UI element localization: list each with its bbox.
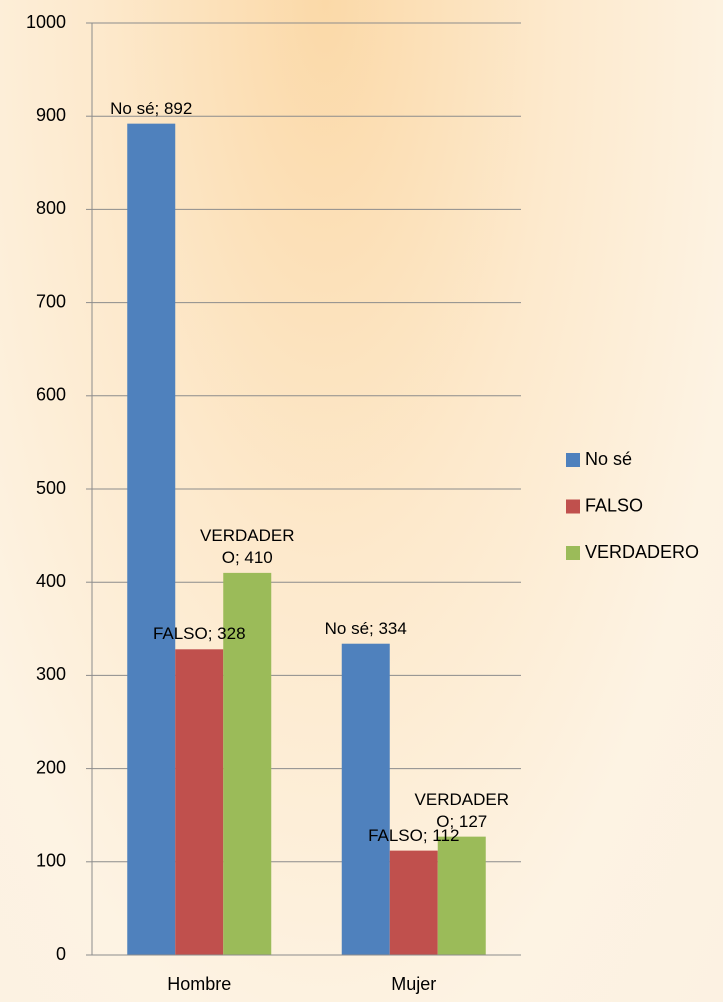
bar	[127, 124, 175, 955]
y-tick-label: 300	[36, 664, 66, 684]
x-tick-label: Hombre	[167, 974, 231, 994]
legend-label: VERDADERO	[585, 542, 699, 562]
bar	[175, 649, 223, 955]
y-tick-label: 500	[36, 478, 66, 498]
bar	[438, 837, 486, 955]
y-tick-label: 100	[36, 851, 66, 871]
y-tick-label: 700	[36, 291, 66, 311]
legend-swatch	[566, 500, 580, 514]
legend-label: FALSO	[585, 495, 643, 515]
bar	[342, 644, 390, 955]
x-tick-label: Mujer	[391, 974, 436, 994]
legend-swatch	[566, 546, 580, 560]
y-tick-label: 400	[36, 571, 66, 591]
chart: 0 100 200 300 400 500 600 700 800 900 1000 Hombre Mu…	[0, 0, 723, 1002]
data-label: FALSO; 328	[149, 623, 249, 645]
legend-swatch	[566, 453, 580, 467]
page: 0 100 200 300 400 500 600 700 800 900 1000 Hombre Mu…	[0, 0, 723, 1002]
data-label: VERDADERO; 127	[412, 789, 512, 833]
data-label: VERDADERO; 410	[197, 525, 297, 569]
y-tick-label: 200	[36, 757, 66, 777]
bar	[390, 851, 438, 955]
legend-label: No sé	[585, 449, 632, 469]
y-tick-label: 800	[36, 198, 66, 218]
y-tick-label: 900	[36, 105, 66, 125]
y-tick-label: 600	[36, 385, 66, 405]
y-tick-label: 1000	[26, 12, 66, 32]
data-label: No sé; 334	[316, 618, 416, 640]
data-label: No sé; 892	[101, 98, 201, 120]
y-tick-label: 0	[56, 944, 66, 964]
